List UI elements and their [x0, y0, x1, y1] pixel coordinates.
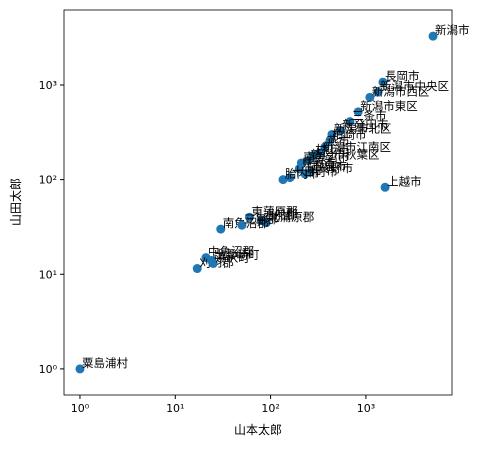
- point-label: 新潟市秋葉区: [311, 147, 380, 161]
- point-label: 三条市: [352, 109, 387, 123]
- point-label: 新潟市中央区: [380, 79, 449, 93]
- point: [380, 182, 390, 192]
- point: [192, 264, 202, 274]
- point-label: 胎内市: [285, 167, 320, 181]
- point-label: 粟島浦村: [82, 356, 128, 370]
- point: [285, 173, 295, 183]
- point-label: 中魚沼郡: [208, 245, 254, 259]
- y-tick-label: 10²: [39, 174, 57, 187]
- plot-frame: [63, 9, 453, 396]
- point-label: 上越市: [387, 174, 422, 188]
- point: [365, 92, 375, 102]
- point-label: 阿賀野市: [307, 161, 353, 175]
- point: [320, 142, 330, 152]
- point: [294, 164, 304, 174]
- point-label: 三島郡: [244, 212, 279, 226]
- point: [300, 169, 310, 179]
- point-label: 見附市: [301, 156, 336, 170]
- point: [237, 220, 247, 230]
- x-tick-label: 10²: [261, 402, 279, 415]
- point: [278, 175, 288, 185]
- y-tick-label: 10³: [39, 79, 57, 92]
- point: [373, 87, 383, 97]
- point-label: 南魚沼市: [303, 150, 349, 164]
- point-label: 新潟市東区: [360, 99, 418, 113]
- point-label: 村上市: [315, 142, 350, 156]
- x-tick-label: 10⁰: [71, 402, 90, 415]
- point-label: 東蒲原郡: [251, 204, 297, 218]
- point-label: 岩船郡: [263, 207, 298, 221]
- point-label: 柏崎市: [332, 127, 367, 141]
- point-label: 新潟市北区: [334, 121, 392, 135]
- point-label: 新潟市江南区: [322, 140, 391, 154]
- point-label: 新発田市: [342, 118, 388, 132]
- point: [335, 126, 345, 136]
- point-label: 出雲崎町: [214, 247, 260, 261]
- y-tick-label: 10⁰: [39, 363, 58, 376]
- point: [428, 31, 438, 41]
- point-label: 新潟市西区: [372, 84, 430, 98]
- point: [244, 212, 254, 222]
- x-tick-label: 10¹: [166, 402, 184, 415]
- point: [261, 218, 271, 228]
- point: [75, 364, 85, 374]
- point: [315, 148, 325, 158]
- point-label: 湯沢町: [215, 250, 250, 264]
- x-tick-label: 10³: [357, 402, 375, 415]
- point-label: 長岡市: [385, 69, 420, 83]
- point: [378, 77, 388, 87]
- point-label: 燕市: [327, 134, 350, 148]
- point-label: 五泉市: [312, 159, 347, 173]
- point: [304, 155, 314, 165]
- point: [345, 117, 355, 127]
- point: [216, 224, 226, 234]
- point: [353, 107, 363, 117]
- point-label: 南魚沼郡: [223, 216, 269, 230]
- point: [325, 135, 335, 145]
- point-label: 十日町市: [292, 165, 338, 179]
- x-axis-label: 山本太郎: [234, 422, 282, 437]
- y-tick-label: 10¹: [39, 268, 57, 281]
- point-label: 新潟市: [435, 23, 470, 37]
- point-label: 北蒲原郡: [268, 210, 314, 224]
- y-axis-label: 山田太郎: [8, 178, 23, 226]
- point: [208, 258, 218, 268]
